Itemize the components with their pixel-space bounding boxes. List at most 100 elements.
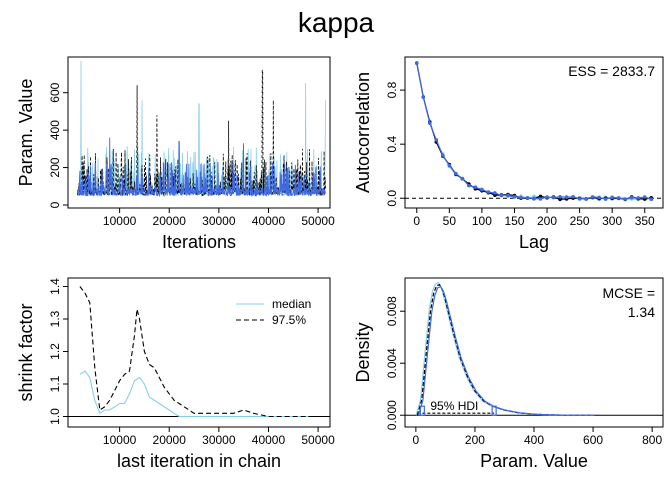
- acf-x-tick-label: 100: [472, 214, 492, 228]
- shrink-y-tick-label: 1.0: [48, 408, 62, 425]
- trace-x-axis-title: Iterations: [162, 232, 236, 252]
- acf-point: [564, 195, 569, 199]
- acf-point: [460, 176, 465, 181]
- dens-x-tick-label: 600: [583, 433, 603, 447]
- dens-x-tick-label: 200: [465, 433, 485, 447]
- acf-point: [499, 193, 504, 198]
- acf-plot-box: [404, 56, 664, 209]
- trace-x-tick-label: 40000: [252, 214, 286, 228]
- acf-point: [427, 121, 432, 125]
- acf-x-tick-label: 150: [504, 214, 524, 228]
- trace-x-tick-label: 20000: [153, 214, 187, 228]
- acf-point: [623, 197, 627, 201]
- dens-x-tick-label: 0: [413, 433, 420, 447]
- acf-point: [467, 183, 471, 188]
- trace-x-tick-label: 30000: [202, 214, 236, 228]
- hdi-endpoint-marker: [419, 405, 425, 416]
- density-chain-curve: [415, 281, 592, 416]
- acf-point: [447, 163, 452, 168]
- acf-y-tick-label: 0.8: [385, 81, 399, 98]
- acf-point: [506, 193, 510, 198]
- hdi-label: 95% HDI: [430, 399, 478, 413]
- acf-point: [558, 197, 562, 202]
- acf-point: [414, 61, 419, 65]
- legend-label: median: [272, 297, 311, 311]
- trace-y-tick-label: 0: [48, 201, 62, 208]
- shrink-x-axis-title: last iteration in chain: [117, 451, 281, 471]
- acf-point: [480, 187, 484, 192]
- mcse-value: 1.34: [628, 304, 655, 320]
- shrink-y-tick-label: 1.2: [48, 343, 62, 360]
- shrink-y-tick-label: 1.3: [48, 310, 62, 327]
- acf-x-tick-label: 250: [570, 214, 590, 228]
- acf-point: [512, 194, 517, 199]
- dens-x-axis-title: Param. Value: [480, 451, 588, 471]
- dens-y-axis-title: Density: [353, 322, 373, 382]
- ess-annotation: ESS = 2833.7: [568, 63, 655, 79]
- acf-point: [519, 195, 523, 200]
- dens-y-tick-label: 0.004: [385, 348, 399, 378]
- trace-plot-panel: 10000 20000 30000 40000 50000 0 200 400 600 Itera…: [16, 56, 335, 252]
- dens-y-tick-label: 0.000: [385, 400, 399, 430]
- acf-point: [558, 194, 562, 199]
- density-chain-curve: [416, 283, 594, 416]
- shrink-y-axis-title: shrink factor: [16, 303, 36, 401]
- acf-point: [584, 196, 588, 201]
- mcse-label: MCSE =: [602, 285, 655, 301]
- shrink-x-tick-label: 40000: [252, 433, 286, 447]
- trace-chain-line: [76, 137, 326, 198]
- dens-x-tick-label: 800: [642, 433, 662, 447]
- acf-chain-line: [416, 62, 652, 200]
- acf-point: [486, 190, 491, 194]
- autocorrelation-plot-panel: 0 50 100 150 200 250 300 350 0.0 0.4 0.8 Lag Autocor…: [353, 56, 664, 252]
- acf-point: [551, 195, 556, 200]
- acf-y-tick-label: 0.0: [385, 190, 399, 207]
- trace-y-axis-title: Param. Value: [16, 79, 36, 187]
- shrink-y-tick-label: 1.4: [48, 278, 62, 295]
- acf-x-tick-label: 200: [537, 214, 557, 228]
- acf-point: [473, 185, 478, 189]
- shrink-y-tick-label: 1.1: [48, 375, 62, 392]
- shrink-x-tick-label: 10000: [103, 433, 137, 447]
- acf-point: [441, 153, 445, 158]
- acf-point: [571, 195, 575, 199]
- acf-point: [577, 197, 582, 201]
- shrink-series-median-line: [79, 370, 309, 418]
- acf-point: [421, 95, 426, 99]
- legend-label: 97.5%: [272, 313, 306, 327]
- acf-point: [538, 197, 543, 201]
- trace-y-tick-label: 400: [48, 120, 62, 140]
- shrink-x-tick-label: 50000: [301, 433, 335, 447]
- acf-x-tick-label: 0: [413, 214, 420, 228]
- hdi-endpoint-marker: [491, 405, 497, 416]
- trace-x-tick-label: 50000: [301, 214, 335, 228]
- acf-point: [597, 195, 601, 200]
- acf-point: [649, 197, 654, 202]
- density-chain-curve: [417, 285, 595, 416]
- acf-point: [532, 196, 536, 201]
- trace-chain-line: [77, 69, 326, 198]
- acf-y-tick-label: 0.4: [385, 136, 399, 153]
- acf-point: [545, 195, 549, 199]
- acf-point: [525, 196, 530, 200]
- acf-point: [642, 195, 647, 199]
- acf-point: [454, 171, 458, 176]
- trace-y-tick-label: 200: [48, 157, 62, 177]
- acf-point: [629, 195, 634, 200]
- acf-x-tick-label: 300: [602, 214, 622, 228]
- acf-point: [603, 197, 608, 201]
- shrink-x-tick-label: 20000: [153, 433, 187, 447]
- acf-point: [538, 194, 543, 199]
- acf-point: [493, 191, 497, 195]
- shrink-x-tick-label: 30000: [202, 433, 236, 447]
- trace-y-tick-label: 600: [48, 82, 62, 102]
- acf-point: [636, 196, 641, 200]
- acf-point: [616, 196, 621, 200]
- acf-point: [610, 195, 614, 200]
- dens-x-tick-label: 400: [524, 433, 544, 447]
- acf-point: [590, 195, 595, 199]
- figure-title: kappa: [298, 7, 375, 38]
- acf-x-tick-label: 350: [635, 214, 655, 228]
- acf-x-axis-title: Lag: [519, 232, 549, 252]
